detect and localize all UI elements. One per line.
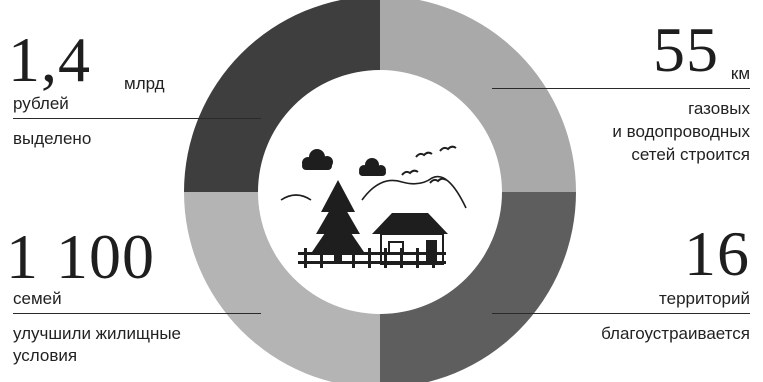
stat-unit-money: млрд [124,74,165,93]
stat-label-networks: газовых [688,99,750,118]
leader-line-families [13,313,261,314]
stat-caption-families-1: улучшили жилищные [13,324,182,343]
stat-caption-families-2: условия [13,346,78,365]
leader-line-money [13,118,261,119]
fence-icon [298,248,446,268]
stat-label-families: семей [13,289,62,308]
stat-label-territories: территорий [659,289,750,308]
stat-label-money: рублей [13,94,69,113]
house-icon [372,213,448,265]
segment-bottom-right [380,192,576,382]
segment-top-right [380,0,576,192]
stat-value-money: 1,4 [8,24,91,95]
segment-top-left [184,0,380,192]
segment-bottom-left [184,192,380,382]
stat-caption-money: выделено [13,129,92,148]
hills-icon [280,175,467,209]
leader-line-territories [492,313,750,314]
leader-line-networks [492,88,750,89]
stat-value-networks: 55 [653,14,719,85]
stat-caption-networks-2: сетей строится [631,145,750,164]
stat-caption-territories: благоустраивается [601,324,750,343]
countryside-illustration [280,145,467,268]
clouds-icon [302,149,386,176]
stat-value-territories: 16 [684,218,750,289]
stat-value-families: 1 100 [6,221,155,292]
fir-tree-icon [312,180,364,264]
stat-caption-networks-1: и водопроводных [612,122,750,141]
stat-unit-networks: км [730,64,750,83]
birds-icon [401,145,457,184]
